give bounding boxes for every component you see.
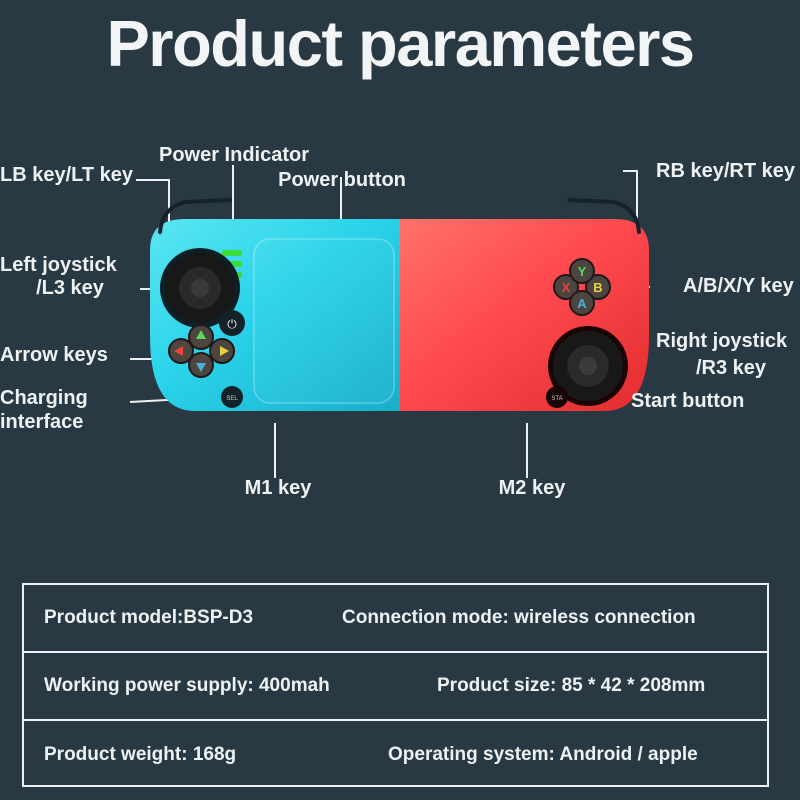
svg-text:B: B (593, 280, 602, 295)
svg-text:⏻: ⏻ (227, 317, 237, 331)
svg-text:STA: STA (551, 396, 562, 402)
svg-text:SEL: SEL (226, 396, 238, 402)
svg-text:Y: Y (578, 264, 587, 279)
svg-text:X: X (562, 280, 571, 295)
svg-text:A: A (577, 296, 587, 311)
